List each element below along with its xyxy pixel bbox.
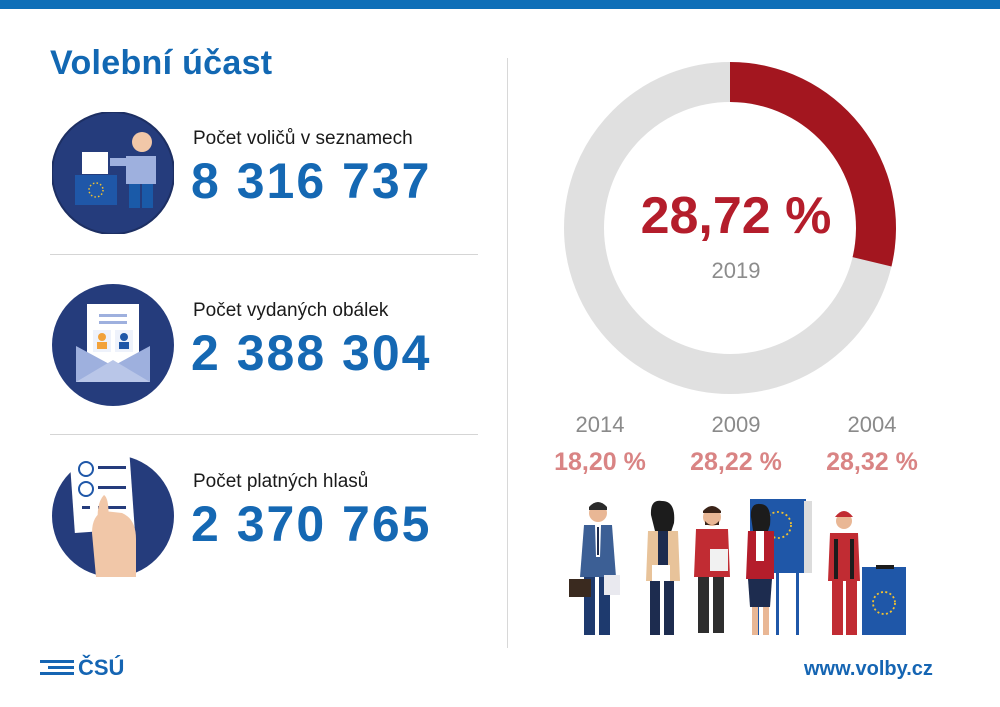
history-percent: 28,22 % <box>690 448 782 476</box>
voter-ballot-box-icon <box>52 112 174 234</box>
stat-value: 2 370 765 <box>191 496 432 552</box>
history-percent: 18,20 % <box>554 448 646 476</box>
stat-valid-votes: Počet platných hlasů 2 370 765 <box>52 455 492 580</box>
history-year: 2004 <box>847 412 897 437</box>
stat-voters: Počet voličů v seznamech 8 316 737 <box>52 112 492 237</box>
voter-worker-icon <box>828 511 883 635</box>
footer-url[interactable]: www.volby.cz <box>804 658 933 680</box>
history-item-2009: 2009 28,22 % <box>671 412 801 477</box>
voter-woman-red-icon <box>746 503 774 635</box>
voter-man-red-icon <box>694 506 730 633</box>
history-item-2014: 2014 18,20 % <box>535 412 665 477</box>
stat-envelopes: Počet vydaných obálek 2 388 304 <box>52 284 492 409</box>
turnout-donut-chart <box>564 62 896 394</box>
voter-woman-icon <box>646 500 680 635</box>
page-title: Volební účast <box>50 44 273 82</box>
history-percent: 28,32 % <box>826 448 918 476</box>
stat-label: Počet platných hlasů <box>193 471 369 492</box>
stat-label: Počet voličů v seznamech <box>193 128 413 149</box>
donut-slice-2019 <box>730 62 896 267</box>
vertical-divider <box>507 58 508 648</box>
history-item-2004: 2004 28,32 % <box>807 412 937 477</box>
voter-man-suit-icon <box>569 502 620 635</box>
divider <box>50 434 478 435</box>
stat-label: Počet vydaných obálek <box>193 300 389 321</box>
stat-value: 2 388 304 <box>191 325 432 381</box>
history-year: 2009 <box>711 412 761 437</box>
csu-logo: ČSÚ <box>40 655 136 680</box>
turnout-year: 2019 <box>711 258 761 283</box>
envelope-icon <box>52 284 174 406</box>
ballot-list-icon <box>52 455 174 577</box>
logo-text: ČSÚ <box>78 655 125 680</box>
turnout-percent: 28,72 % <box>640 187 832 245</box>
stat-value: 8 316 737 <box>191 153 432 209</box>
ballot-box-icon <box>862 565 906 635</box>
history-year: 2014 <box>575 412 625 437</box>
logo-lines-icon <box>40 660 74 675</box>
top-bar <box>0 0 1000 9</box>
divider <box>50 254 478 255</box>
voters-illustration <box>569 499 906 635</box>
